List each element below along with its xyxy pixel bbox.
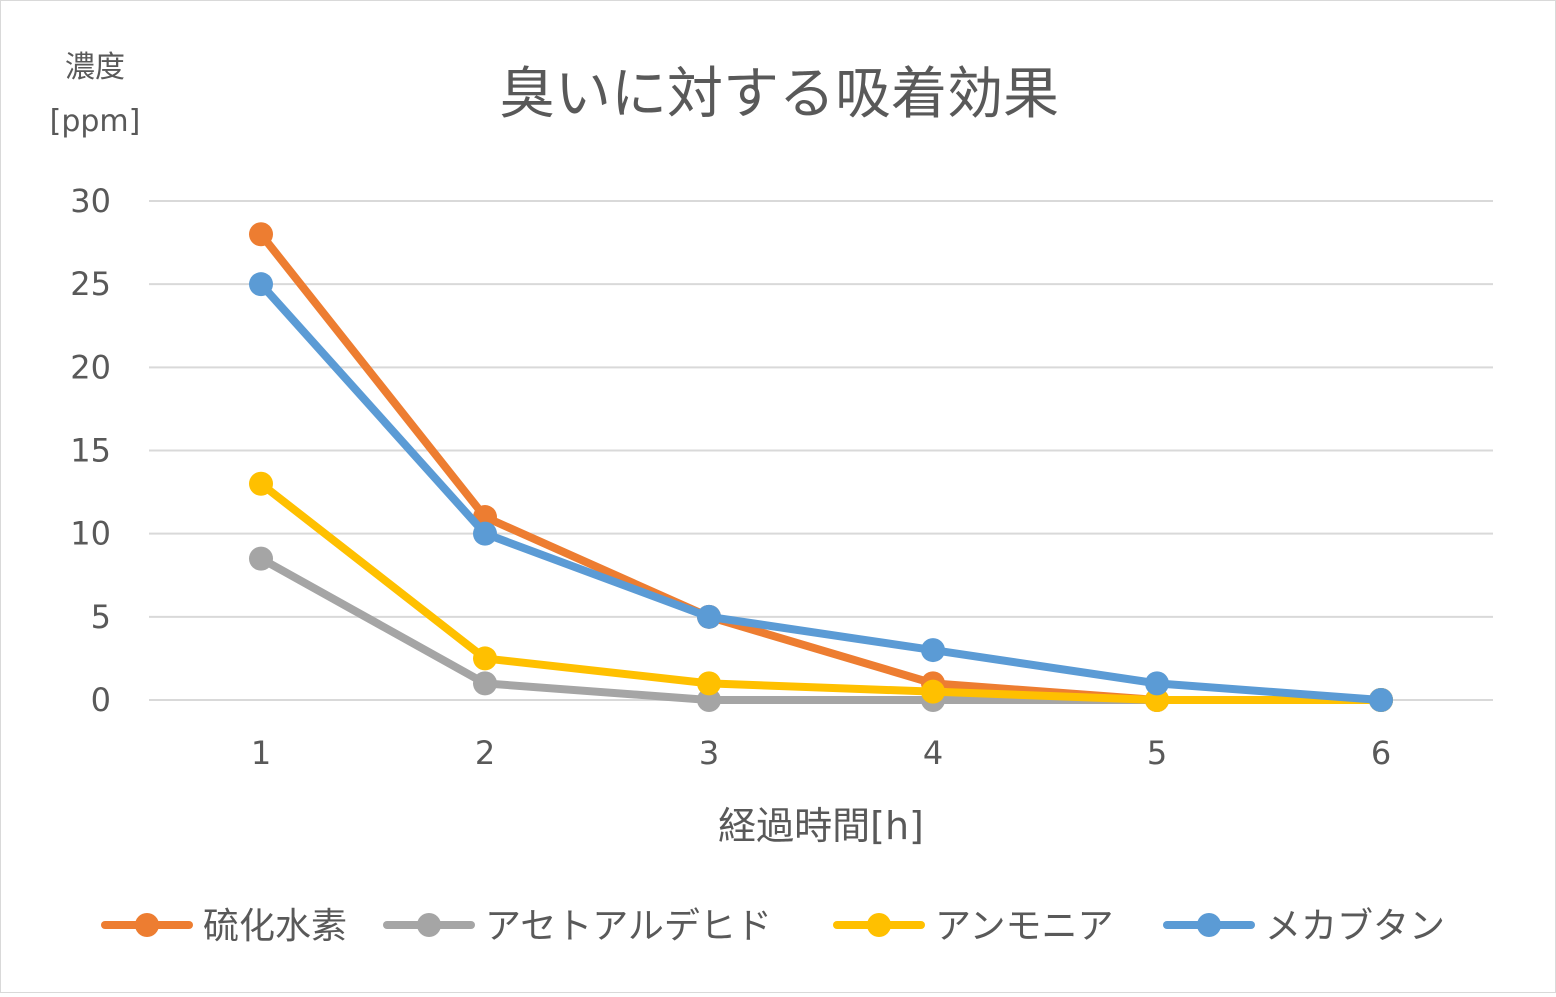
data-point [249,272,273,297]
legend-marker [135,913,159,937]
data-point [921,638,945,663]
y-axis-label-line2: [ppm] [50,104,141,139]
x-axis-ticks: 1 2 3 4 5 6 [251,734,1391,772]
x-tick-label: 6 [1371,734,1391,772]
series-group [249,222,1393,712]
legend-label: アセトアルデヒド [485,906,772,947]
data-point [1145,671,1169,696]
data-point [249,471,273,496]
legend-label: 硫化水素 [203,906,347,947]
x-tick-label: 3 [699,734,719,772]
data-point [921,679,945,704]
data-point [249,222,273,247]
data-point [249,546,273,571]
data-point [1145,688,1169,712]
chart-title: 臭いに対する吸着効果 [499,62,1059,127]
y-axis-ticks: 0 5 10 15 20 25 30 [70,182,111,719]
y-tick-label: 30 [70,182,111,220]
x-axis-label: 経過時間[h] [718,804,924,848]
series-line [257,280,1385,704]
y-tick-label: 15 [70,432,111,470]
legend-label: アンモニア [935,906,1114,947]
y-tick-label: 25 [70,265,111,303]
data-point [697,688,721,712]
legend-marker [867,913,891,937]
data-point [473,646,497,671]
x-tick-label: 4 [923,734,943,772]
data-point [697,671,721,696]
data-point [697,604,721,629]
legend-item: メカブタン [1163,906,1445,947]
series-3 [249,471,1393,712]
y-tick-label: 5 [91,598,111,636]
gridlines [149,200,1493,701]
legend-item: アンモニア [833,906,1114,947]
y-tick-label: 20 [70,348,111,386]
y-axis-label-line1: 濃度 [65,50,125,85]
data-point [473,521,497,546]
y-tick-label: 10 [70,515,111,553]
series-line [257,554,1385,704]
legend-marker [417,913,441,937]
legend-label: メカブタン [1265,906,1445,947]
series-4 [249,272,1393,712]
series-line [257,479,1385,704]
data-point [473,671,497,696]
x-tick-label: 2 [475,734,495,772]
data-point [1369,688,1393,712]
legend-marker [1197,913,1221,937]
legend-item: アセトアルデヒド [383,906,772,947]
x-tick-label: 5 [1147,734,1167,772]
legend: 硫化水素 アセトアルデヒド アンモニア メカブタン [101,906,1445,947]
y-tick-label: 0 [91,681,111,719]
legend-item: 硫化水素 [101,906,347,947]
x-tick-label: 1 [251,734,271,772]
